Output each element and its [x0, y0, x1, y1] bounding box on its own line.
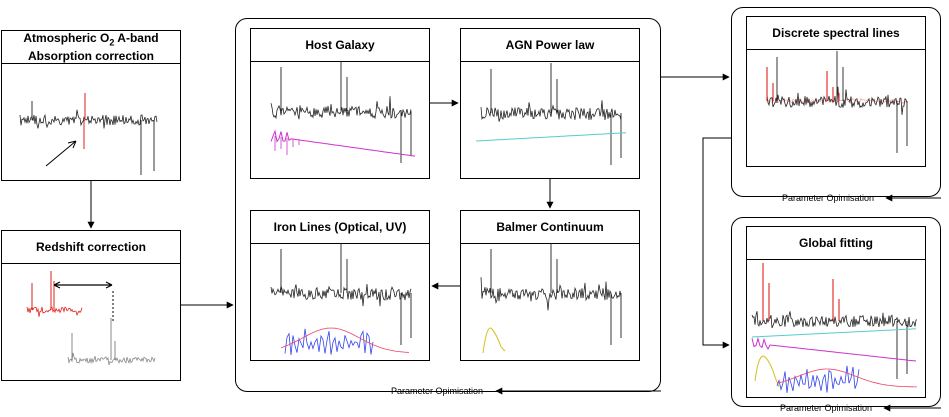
iron-lines-plot — [270, 243, 412, 355]
global-iron-envelope — [776, 368, 917, 388]
host-galaxy-template — [270, 129, 416, 157]
global-fitting-plot — [751, 263, 918, 393]
global-emission-fits — [762, 263, 840, 321]
parameter-optimisation-group-discrete — [731, 7, 941, 197]
global-absorption-lines — [896, 321, 908, 379]
discrete-emission-fits — [766, 67, 840, 101]
agn-power-law-plot — [475, 63, 627, 165]
o2-absorption-title: Atmospheric O2 A-band Absorption correcti… — [2, 31, 180, 64]
discrete-fit-trace — [766, 97, 908, 106]
balmer-continuum-title: Balmer Continuum — [461, 211, 639, 244]
parameter-optimisation-group-global — [731, 217, 941, 407]
redshift-rest-lines — [31, 271, 55, 310]
spectrum-trace — [270, 96, 412, 120]
iron-lines-box: Iron Lines (Optical, UV) — [250, 210, 430, 361]
middle-group-caption: Parameter Opimisation — [391, 386, 484, 396]
iron-template — [284, 328, 374, 355]
discrete-spectral-lines-box: Discrete spectral lines — [746, 16, 926, 167]
host-galaxy-absorption — [274, 136, 300, 155]
redshift-box: Redshift correction — [1, 230, 181, 381]
global-group-caption: Parameter Opimisation — [780, 403, 873, 413]
spectrum-trace — [480, 100, 622, 122]
balmer-continuum-box: Balmer Continuum — [460, 210, 640, 361]
redshift-double-arrow — [53, 281, 113, 289]
agn-power-law-curve — [475, 132, 627, 142]
spectrum-trace — [766, 86, 908, 115]
host-galaxy-title: Host Galaxy — [251, 29, 429, 62]
discrete-group-caption: Parameter Opimisation — [782, 193, 875, 203]
spectrum-lines — [280, 61, 412, 163]
discrete-lines-plot — [766, 51, 908, 153]
o2-absorption-lines — [31, 101, 155, 175]
iron-lines-title: Iron Lines (Optical, UV) — [251, 211, 429, 244]
spectrum-lines — [490, 243, 622, 345]
global-balmer-template — [754, 355, 780, 388]
redshift-rest-spectrum — [26, 306, 83, 317]
spectrum-trace — [270, 284, 412, 307]
global-fitting-box: Global fitting — [746, 226, 926, 398]
global-power-law — [751, 328, 917, 338]
redshift-shifted-spectrum — [67, 352, 156, 366]
global-fitting-title: Global fitting — [747, 227, 925, 260]
global-host-template — [751, 336, 917, 362]
global-iron-template — [776, 365, 860, 393]
host-galaxy-plot — [270, 61, 416, 163]
o2-spectrum-plot — [19, 93, 158, 175]
spectrum-lines — [280, 243, 412, 345]
iron-envelope-curve — [280, 327, 410, 353]
redshift-title: Redshift correction — [2, 231, 180, 264]
agn-power-law-box: AGN Power law — [460, 28, 640, 179]
spectrum-lines — [776, 51, 908, 153]
discrete-spectral-lines-title: Discrete spectral lines — [747, 17, 925, 50]
o2-pointer-arrow — [45, 140, 77, 167]
redshift-shifted-lines — [71, 318, 116, 360]
balmer-template — [482, 327, 506, 354]
agn-power-law-title: AGN Power law — [461, 29, 639, 62]
balmer-continuum-plot — [480, 243, 622, 354]
o2-absorption-box: Atmospheric O2 A-band Absorption correcti… — [1, 30, 181, 181]
global-spectrum-trace — [751, 311, 918, 329]
parameter-optimisation-group-middle — [235, 18, 661, 392]
o2-spectrum-trace — [19, 109, 158, 129]
arrow-discrete-to-global — [702, 137, 731, 349]
spectrum-lines — [490, 63, 622, 165]
o2-emission-spike — [83, 93, 86, 149]
spectrum-trace — [480, 277, 622, 311]
redshift-spectrum-plot — [26, 271, 156, 366]
